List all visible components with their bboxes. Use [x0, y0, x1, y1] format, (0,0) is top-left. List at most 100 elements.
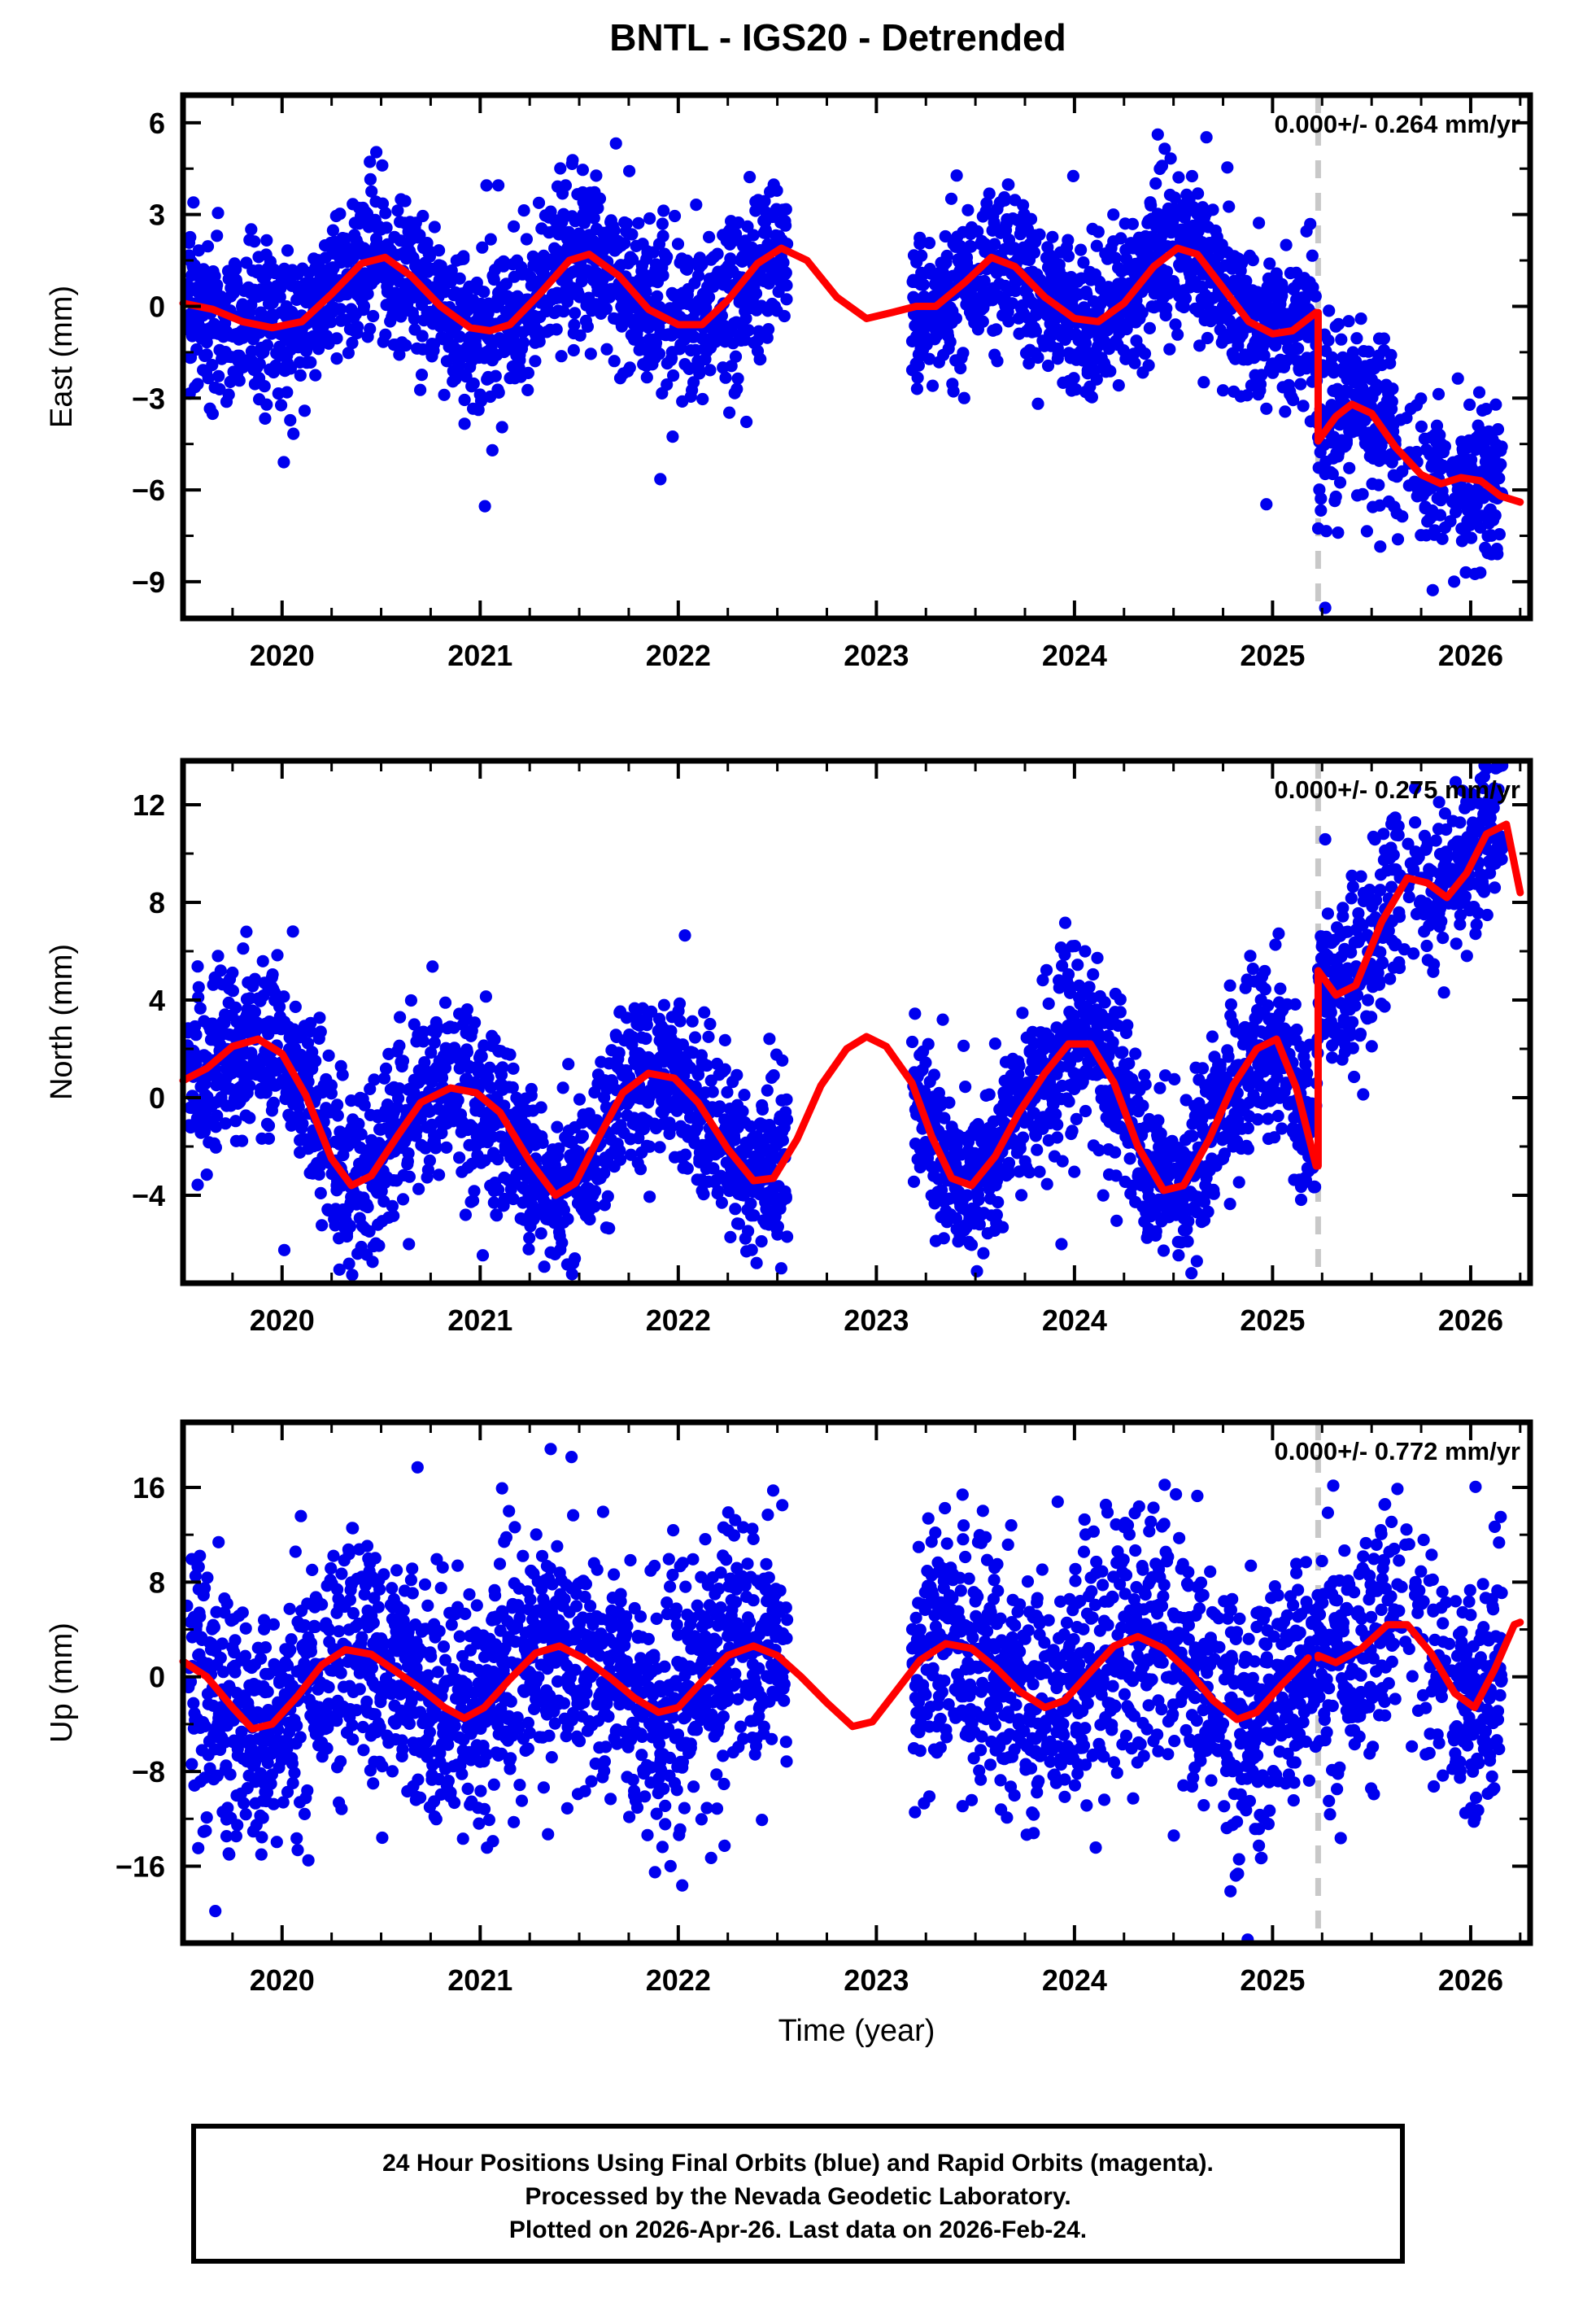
data-point [957, 1039, 970, 1052]
data-point [495, 421, 508, 434]
ytick-label-east-0: 6 [149, 107, 165, 140]
data-point [907, 1175, 921, 1188]
data-point [211, 229, 224, 242]
data-point [487, 273, 500, 286]
data-point [1319, 601, 1332, 614]
data-point [326, 224, 339, 237]
data-point [1201, 331, 1214, 345]
data-point [191, 960, 204, 973]
data-point [1221, 161, 1234, 174]
rate-annotation-east: 0.000+/- 0.264 mm/yr [1275, 110, 1520, 138]
xtick-label-east-6: 2026 [1438, 639, 1503, 672]
data-point [632, 216, 645, 229]
data-point [415, 369, 429, 382]
data-point [1216, 384, 1230, 397]
data-point [459, 1208, 473, 1221]
ytick-label-east-2: 0 [149, 290, 165, 323]
data-point [657, 998, 671, 1011]
data-point [1002, 178, 1015, 191]
data-point [480, 179, 493, 192]
data-point [754, 352, 767, 365]
data-point [724, 1230, 737, 1243]
data-point [1280, 238, 1293, 251]
data-point [236, 1134, 249, 1147]
data-point [364, 173, 377, 186]
ytick-label-east-1: 3 [149, 199, 165, 232]
data-point [399, 194, 412, 207]
data-point [426, 960, 439, 973]
data-point [309, 369, 322, 382]
data-point [910, 382, 923, 395]
data-point [1179, 292, 1193, 305]
data-point [781, 1230, 794, 1243]
data-point [779, 266, 792, 279]
data-point [468, 1185, 481, 1198]
data-point [731, 372, 744, 385]
data-point [1033, 228, 1046, 241]
data-point [1463, 398, 1476, 411]
data-point [1451, 372, 1464, 385]
data-point [747, 229, 760, 242]
data-point [972, 1193, 985, 1207]
data-point [316, 1219, 329, 1232]
data-point [651, 290, 664, 303]
data-point [536, 1136, 549, 1149]
data-point [976, 315, 989, 328]
data-point [393, 1039, 406, 1052]
data-point [1426, 583, 1439, 596]
data-point [656, 269, 669, 282]
data-point [1128, 356, 1141, 369]
data-point [331, 1109, 344, 1122]
data-point [281, 386, 294, 399]
data-point [1491, 423, 1505, 436]
data-point [258, 380, 271, 393]
data-point [1126, 217, 1139, 230]
data-point [433, 244, 446, 257]
data-point [666, 430, 679, 443]
data-point [200, 1168, 213, 1181]
data-point [640, 1019, 653, 1032]
data-point [696, 392, 709, 406]
data-point [674, 1015, 687, 1028]
data-point [1085, 391, 1098, 404]
data-point [260, 234, 273, 247]
data-point [567, 343, 580, 357]
data-point [681, 1162, 694, 1175]
yaxis-label-east: East (mm) [45, 286, 79, 428]
data-point [209, 1141, 222, 1154]
data-point [477, 286, 491, 299]
data-point [520, 233, 534, 246]
data-point [957, 391, 970, 404]
data-point [1160, 302, 1173, 315]
data-point [983, 1088, 996, 1101]
data-point [664, 1122, 677, 1135]
data-point [260, 398, 273, 411]
data-point [738, 1089, 751, 1102]
ytick-label-east-3: −3 [132, 382, 165, 415]
data-point [1438, 440, 1451, 453]
data-point [779, 219, 792, 232]
data-point [555, 350, 568, 363]
data-point [613, 1046, 626, 1059]
data-point [711, 247, 724, 260]
data-point [292, 1100, 305, 1113]
data-point [380, 221, 393, 234]
data-point [387, 1209, 400, 1222]
data-point [287, 427, 300, 440]
data-point [640, 371, 653, 384]
data-point [194, 1002, 207, 1015]
data-point [1333, 476, 1347, 489]
data-point [1163, 343, 1176, 356]
data-point [556, 1236, 569, 1249]
data-point [458, 417, 471, 430]
data-point [719, 371, 732, 384]
data-point [262, 1119, 276, 1132]
data-point [639, 1032, 652, 1046]
data-point [538, 1260, 551, 1273]
data-point [284, 413, 297, 427]
data-point [357, 299, 371, 312]
data-point [936, 1013, 949, 1026]
data-point [314, 1025, 327, 1038]
data-point [281, 244, 294, 257]
data-point [1075, 243, 1088, 256]
